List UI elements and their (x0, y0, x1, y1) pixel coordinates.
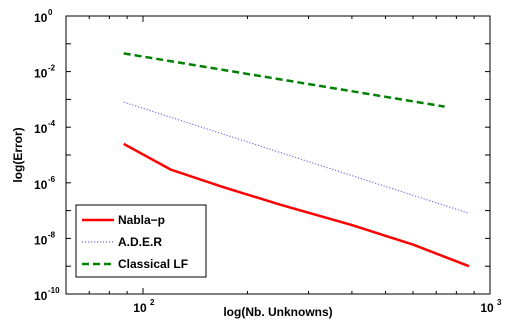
y-tick-label: 10 (34, 233, 48, 247)
legend-label-2: Classical LF (118, 257, 188, 271)
axis-ticks: 10 2 10 310 010 -210 -410 -610 -810 -10 (34, 8, 502, 315)
x-tick-label: 10 (480, 301, 494, 315)
x-tick-label: 10 (133, 301, 147, 315)
y-tick-exponent: -6 (48, 175, 56, 184)
x-tick-exponent: 2 (150, 298, 155, 307)
y-tick-label: 10 (34, 178, 48, 192)
y-tick-label: 10 (34, 289, 48, 303)
y-tick-exponent: 0 (48, 8, 53, 17)
legend-label-1: A.D.E.R (118, 235, 162, 249)
y-tick-exponent: -2 (48, 64, 56, 73)
y-tick-exponent: -4 (48, 119, 56, 128)
legend: Nabla−p A.D.E.R Classical LF (75, 204, 207, 278)
y-tick-exponent: -10 (48, 286, 60, 295)
y-axis-label: log(Error) (11, 127, 25, 182)
y-tick-label: 10 (34, 67, 48, 81)
x-axis-label: log(Nb. Unknowns) (223, 305, 332, 319)
series-line-1 (123, 101, 470, 214)
y-tick-label: 10 (34, 122, 48, 136)
y-tick-exponent: -8 (48, 230, 56, 239)
series-line-0 (123, 142, 470, 268)
series-layer (123, 52, 470, 268)
y-tick-label: 10 (34, 11, 48, 25)
x-tick-exponent: 3 (497, 298, 502, 307)
legend-label-0: Nabla−p (118, 213, 165, 227)
